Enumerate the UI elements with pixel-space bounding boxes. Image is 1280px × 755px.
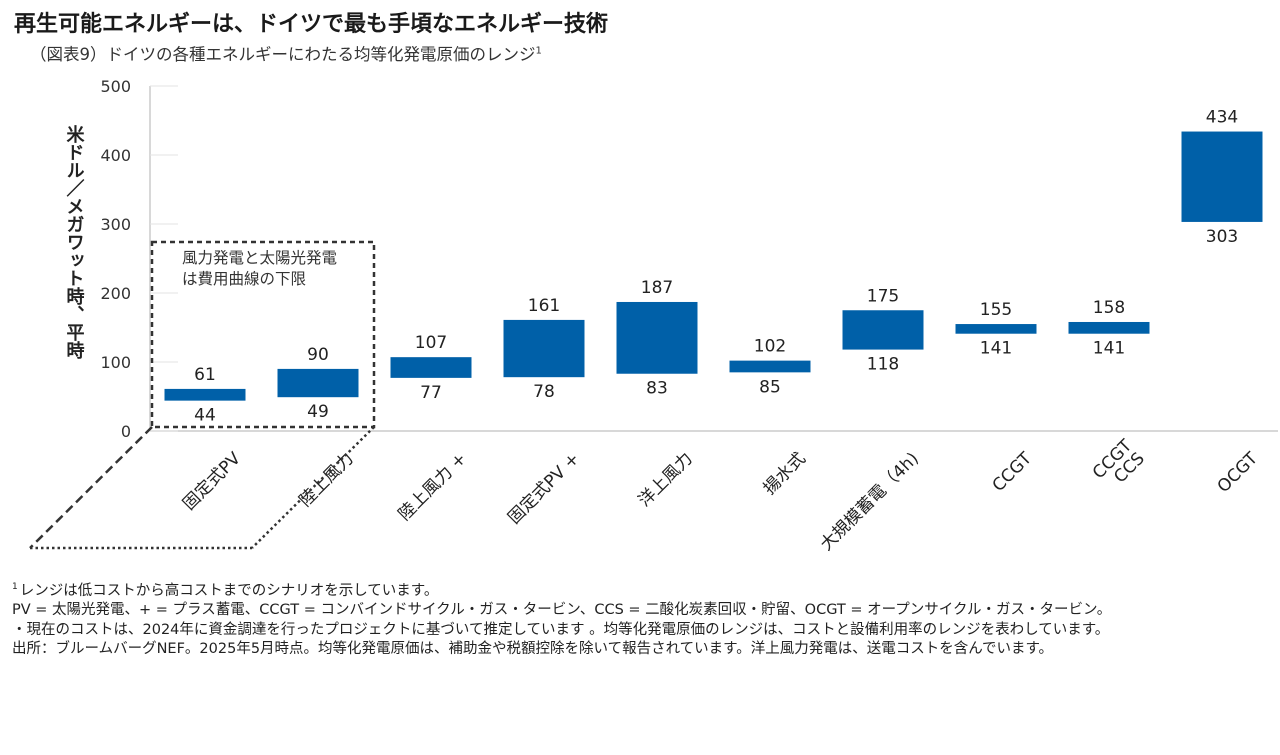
y-axis-gridlines (149, 85, 1278, 432)
high-value-label: 102 (754, 337, 786, 357)
category-label: 揚水式 (760, 449, 810, 499)
high-value-label: 155 (980, 300, 1012, 320)
category-label: 固定式PV (179, 448, 245, 514)
low-value-label: 85 (759, 377, 781, 397)
category-label: 洋上風力 (635, 449, 697, 511)
range-bar (955, 324, 1037, 334)
range-bar (390, 357, 472, 378)
category-label: 陸上風力 + (395, 449, 471, 525)
category-label-line: 大規模蓄電（4h) (817, 449, 923, 555)
range-bar (729, 360, 811, 373)
footnotes: 1 レンジは低コストから高コストまでのシナリオを示しています。 PV = 太陽光発… (12, 578, 1267, 660)
category-label-line: 洋上風力 (635, 449, 697, 511)
range-bar (616, 301, 698, 374)
footnote-1-text: レンジは低コストから高コストまでのシナリオを示しています。 (19, 582, 439, 599)
low-value-label: 78 (533, 382, 555, 402)
range-bar (1068, 321, 1150, 334)
range-bar (164, 388, 246, 401)
category-label-line: 陸上風力 (296, 449, 358, 511)
chart-area: 0 100 200 300 400 500 61 44 90 49 107 77 161 78 187 83… (29, 77, 1278, 555)
footnote-method: ・現在のコストは、2024年に資金調達を行ったプロジェクトに基づいて推定していま… (12, 621, 1110, 638)
y-tick-label: 100 (100, 353, 131, 372)
highlight-connector-right (251, 426, 375, 549)
low-value-label: 83 (646, 379, 668, 399)
low-value-label: 44 (194, 406, 216, 426)
category-label-line: 陸上風力 + (395, 449, 471, 525)
highlight-box (150, 240, 376, 429)
category-label: 陸上風力 (296, 449, 358, 511)
footnote-1-marker: 1 (12, 582, 18, 592)
category-label-line: OCGT (1214, 448, 1263, 497)
bar-series (164, 131, 1263, 401)
chart-title: 再生可能エネルギーは、ドイツで最も手頃なエネルギー技術 (14, 12, 609, 37)
high-value-label: 158 (1093, 298, 1125, 318)
category-label: 大規模蓄電（4h) (817, 449, 923, 555)
y-tick-label: 300 (100, 215, 131, 234)
low-value-label: 141 (1093, 339, 1125, 359)
category-label-line: 固定式PV + (504, 449, 584, 529)
high-value-label: 90 (307, 345, 329, 365)
y-tick-label: 500 (100, 77, 131, 96)
high-value-label: 187 (641, 278, 673, 298)
category-label-line: CCGT (989, 448, 1037, 496)
range-bar (277, 368, 359, 398)
category-label: CCGT (989, 448, 1037, 496)
range-bar (842, 310, 924, 350)
low-value-label: 49 (307, 402, 329, 422)
footnote-abbreviations: PV = 太陽光発電、+ = プラス蓄電、CCGT = コンバインドサイクル・ガ… (12, 602, 1112, 619)
highlight-connector-left (29, 426, 153, 549)
subtitle-text: （図表9）ドイツの各種エネルギーにわたる均等化発電原価のレンジ (30, 45, 536, 64)
high-value-label: 161 (528, 296, 560, 316)
value-labels: 61 44 90 49 107 77 161 78 187 83 102 85 175 118 155 141… (194, 108, 1238, 426)
y-axis-tick-labels: 0 100 200 300 400 500 (100, 77, 131, 441)
low-value-label: 303 (1206, 227, 1238, 247)
high-value-label: 107 (415, 333, 447, 353)
high-value-label: 61 (194, 365, 216, 385)
y-tick-label: 200 (100, 284, 131, 303)
low-value-label: 77 (420, 383, 442, 403)
y-axis-label: 米ドル／メガワット時、平時 (64, 124, 85, 360)
high-value-label: 175 (867, 286, 899, 306)
low-value-label: 141 (980, 339, 1012, 359)
y-tick-label: 0 (121, 422, 131, 441)
x-axis-category-labels: 固定式PV 陸上風力 陸上風力 + 固定式PV + 洋上風力 揚水式 大規模蓄電（4h) CC… (179, 436, 1262, 555)
range-bar (1181, 131, 1263, 222)
category-label: OCGT (1214, 448, 1263, 497)
category-label: 固定式PV + (504, 449, 584, 529)
chart-subtitle: （図表9）ドイツの各種エネルギーにわたる均等化発電原価のレンジ1 (30, 41, 542, 65)
category-label-line: 揚水式 (760, 449, 810, 499)
footnote-1: 1 レンジは低コストから高コストまでのシナリオを示しています。 (12, 578, 1267, 601)
low-value-label: 118 (867, 355, 899, 375)
range-bar (503, 319, 585, 378)
highlight-annotation: 風力発電と太陽光発電は費用曲線の下限 (182, 249, 338, 288)
y-tick-label: 400 (100, 146, 131, 165)
high-value-label: 434 (1206, 108, 1238, 128)
footnote-source: 出所：ブルームバーグNEF。2025年5月時点。均等化発電原価は、補助金や税額控… (12, 641, 1054, 658)
category-label-line: 固定式PV (179, 448, 245, 514)
subtitle-footnote-marker: 1 (535, 45, 542, 57)
